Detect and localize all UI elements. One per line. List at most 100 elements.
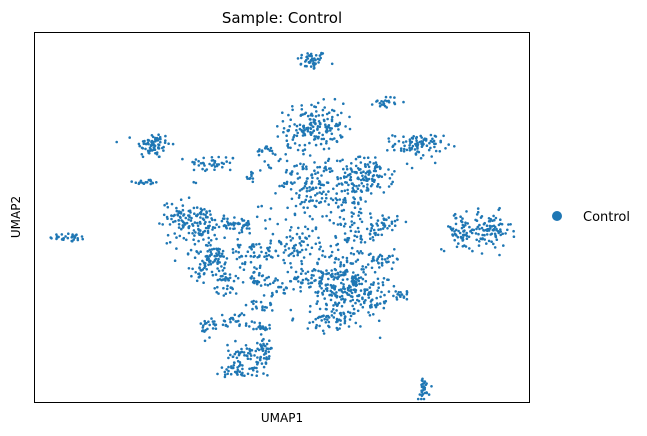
- data-point: [381, 281, 385, 284]
- data-point: [310, 112, 313, 116]
- data-point: [210, 164, 214, 167]
- data-point: [447, 143, 451, 146]
- data-point: [376, 185, 379, 188]
- data-point: [495, 238, 499, 241]
- data-point: [339, 222, 342, 226]
- data-point: [352, 239, 356, 242]
- data-point: [189, 211, 192, 214]
- data-point: [345, 175, 348, 179]
- data-point: [304, 111, 308, 115]
- data-point: [367, 293, 371, 296]
- data-point: [339, 176, 343, 180]
- data-point: [370, 303, 373, 307]
- data-point: [223, 373, 227, 377]
- data-point: [335, 122, 338, 126]
- data-point: [255, 374, 258, 378]
- data-point: [391, 228, 394, 232]
- data-point: [422, 386, 425, 390]
- data-point: [295, 134, 299, 138]
- data-point: [330, 275, 334, 279]
- data-point: [367, 165, 371, 169]
- data-point: [206, 327, 209, 331]
- data-point: [208, 248, 211, 252]
- data-point: [351, 281, 355, 285]
- data-point: [134, 181, 138, 184]
- data-point: [415, 135, 419, 139]
- data-point: [243, 374, 246, 378]
- data-point: [327, 157, 331, 161]
- data-point: [330, 285, 334, 288]
- data-point: [235, 356, 239, 360]
- data-point: [236, 276, 240, 280]
- data-point: [225, 287, 229, 291]
- data-point: [187, 226, 191, 230]
- data-point: [211, 226, 215, 229]
- data-point: [210, 252, 213, 256]
- data-point: [385, 99, 389, 103]
- data-point: [317, 269, 320, 273]
- data-point: [408, 146, 411, 150]
- data-point: [201, 167, 204, 171]
- data-point: [259, 300, 263, 304]
- data-point: [336, 124, 339, 128]
- data-point: [483, 233, 486, 237]
- data-point: [202, 272, 206, 276]
- data-point: [224, 292, 228, 296]
- data-point: [192, 168, 196, 172]
- data-point: [393, 224, 397, 227]
- data-point: [314, 186, 318, 189]
- data-point: [447, 225, 450, 228]
- data-point: [292, 244, 296, 248]
- data-point: [200, 208, 204, 212]
- data-point: [343, 287, 347, 291]
- data-point: [71, 233, 74, 236]
- data-point: [440, 248, 443, 251]
- data-point: [327, 320, 331, 324]
- data-point: [368, 286, 372, 289]
- data-point: [382, 306, 386, 310]
- data-point: [491, 228, 495, 232]
- data-point: [265, 342, 269, 346]
- data-point: [410, 140, 414, 144]
- data-point: [241, 367, 244, 371]
- data-point: [222, 319, 226, 323]
- data-point: [317, 120, 321, 123]
- data-point: [364, 165, 367, 168]
- data-point: [205, 258, 209, 262]
- data-point: [341, 158, 344, 162]
- data-point: [402, 100, 405, 104]
- data-point: [359, 168, 362, 171]
- data-point: [232, 221, 235, 225]
- data-point: [415, 139, 418, 142]
- data-point: [418, 140, 422, 144]
- data-point: [223, 375, 227, 379]
- data-point: [241, 364, 244, 367]
- data-point: [376, 303, 379, 307]
- data-point: [507, 223, 510, 226]
- data-point: [255, 366, 258, 370]
- data-point: [255, 215, 259, 219]
- data-point: [358, 217, 362, 221]
- data-point: [402, 150, 406, 153]
- data-point: [152, 140, 155, 144]
- data-point: [256, 255, 259, 259]
- data-point: [258, 242, 261, 246]
- data-point: [431, 140, 434, 144]
- data-point: [356, 187, 360, 190]
- data-point: [449, 227, 453, 230]
- data-point: [220, 366, 224, 369]
- data-point: [81, 237, 84, 241]
- data-point: [471, 249, 474, 253]
- data-point: [351, 182, 354, 185]
- data-point: [379, 166, 382, 170]
- data-point: [299, 202, 302, 206]
- data-point: [282, 130, 285, 134]
- data-point: [339, 274, 342, 277]
- data-point: [225, 277, 229, 280]
- data-point: [213, 254, 216, 258]
- data-point: [303, 200, 306, 204]
- data-point: [304, 248, 308, 251]
- data-point: [354, 260, 358, 263]
- data-point: [485, 233, 489, 236]
- data-point: [371, 236, 375, 239]
